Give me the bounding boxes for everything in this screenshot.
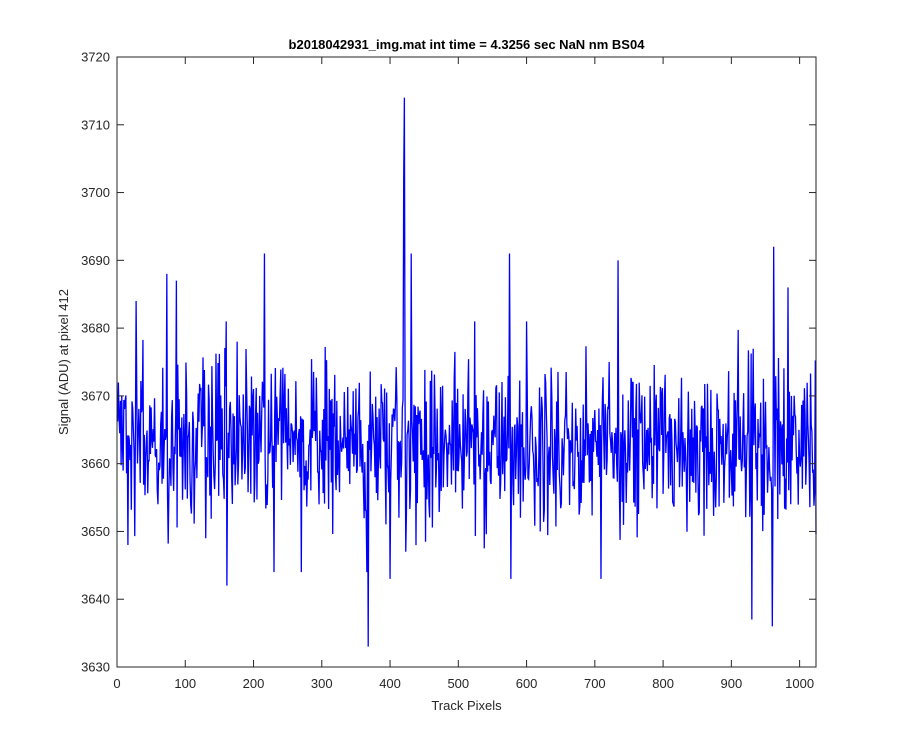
x-tick-label: 100 — [174, 676, 196, 691]
x-tick-label: 0 — [113, 676, 120, 691]
x-tick-label: 300 — [311, 676, 333, 691]
x-tick-label: 700 — [584, 676, 606, 691]
x-tick-label: 600 — [516, 676, 538, 691]
y-tick-label: 3630 — [81, 660, 110, 675]
x-tick-label: 1000 — [785, 676, 814, 691]
y-tick-label: 3670 — [81, 388, 110, 403]
plot-area — [117, 57, 816, 667]
x-axis-label: Track Pixels — [431, 698, 502, 713]
y-tick-label: 3720 — [81, 50, 110, 65]
x-tick-label: 900 — [721, 676, 743, 691]
y-tick-label: 3680 — [81, 321, 110, 336]
x-tick-label: 400 — [379, 676, 401, 691]
x-tick-label: 200 — [243, 676, 265, 691]
y-tick-label: 3690 — [81, 253, 110, 268]
series-layer — [117, 97, 817, 647]
y-tick-label: 3660 — [81, 456, 110, 471]
x-tick-label: 800 — [652, 676, 674, 691]
y-axis-label: Signal (ADU) at pixel 412 — [56, 289, 71, 435]
series-line — [117, 97, 817, 647]
ticks-layer: 0 100 200 300 400 500 600 700 800 900 1000 3630 3640… — [81, 50, 816, 691]
chart-title: b2018042931_img.mat int time = 4.3256 se… — [289, 37, 646, 52]
y-tick-label: 3640 — [81, 592, 110, 607]
x-tick-label: 500 — [447, 676, 469, 691]
y-tick-label: 3710 — [81, 117, 110, 132]
axes-box — [116, 56, 817, 668]
y-tick-label: 3650 — [81, 524, 110, 539]
y-tick-label: 3700 — [81, 185, 110, 200]
